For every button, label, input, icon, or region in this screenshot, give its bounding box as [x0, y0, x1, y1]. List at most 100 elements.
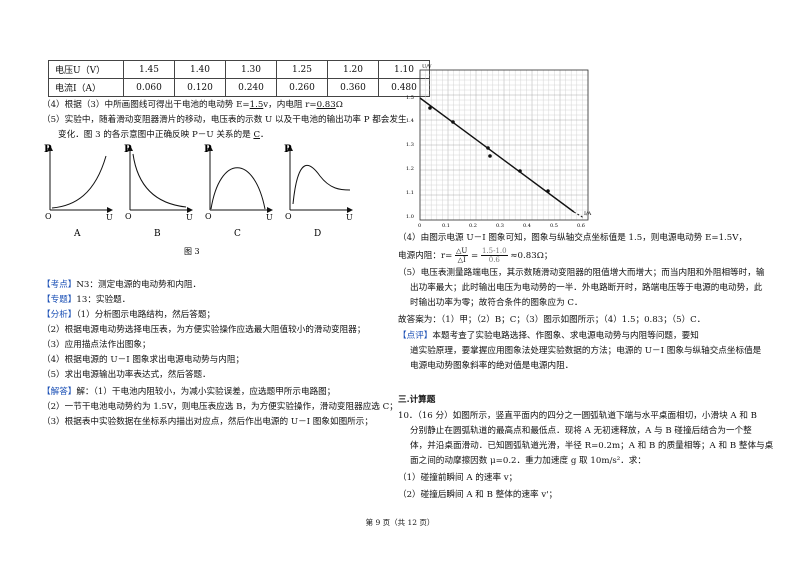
- fenxi-tag: 【分析】: [42, 310, 77, 320]
- x-tick: 0.1: [442, 223, 450, 229]
- section-heading: 三.计算题: [398, 395, 436, 405]
- right-q5-line: （5）电压表测量路端电压，其示数随滑动变阻器的阻值增大而增大；而当内阻和外阻相等…: [398, 268, 765, 278]
- graph-b: [127, 145, 193, 213]
- graph-frame: [419, 69, 589, 221]
- axis-label-u: U: [106, 213, 113, 222]
- axis-label-u: U: [346, 213, 353, 222]
- figure-caption: 图 3: [184, 247, 200, 256]
- data-table: 电压U（V） 1.45 1.40 1.30 1.25 1.20 1.10 电流I…: [48, 60, 430, 97]
- graph-a: [47, 145, 113, 213]
- origin-label: O: [45, 212, 52, 221]
- graph-d: [287, 145, 353, 213]
- solution-line: （2）一节干电池电动势约为 1.5V，则电压表应选 B，为方便实验操作，滑动变阻…: [42, 402, 398, 412]
- text: 变化．图 3 的各示意图中正确反映 P－U 关系的是: [58, 130, 251, 140]
- axis-label-u: U: [266, 213, 273, 222]
- table-cell: 1.40: [174, 60, 226, 79]
- text: ．: [260, 130, 269, 140]
- table-row: 电流I（A） 0.060 0.120 0.240 0.260 0.360 0.4…: [48, 78, 430, 97]
- fit-line-extension: [573, 211, 585, 219]
- y-tick: 1.4: [406, 118, 414, 124]
- data-point: [428, 106, 432, 110]
- ui-graph: U/V I/A 1.5 1.4 1.3 1.2 1.1 1.0 0 0.1 0.…: [406, 64, 592, 229]
- solution-line: （3）根据表中实验数据在坐标系内描出对应点，然后作出电源的 U－I 图象如图所示…: [42, 417, 373, 427]
- answer-summary: 故答案为：（1）甲；（2）B；C；（3）图示如图所示；（4）1.5；0.83；（…: [398, 315, 706, 325]
- data-point: [518, 169, 522, 173]
- text: v，内电阻 r=: [263, 100, 317, 110]
- axis-label-p: P: [124, 144, 132, 155]
- graph-label-a: A: [73, 229, 81, 239]
- fenxi-line: 【分析】（1）分析图示电路结构，然后答题；: [42, 310, 215, 321]
- table-cell: 0.120: [174, 78, 226, 97]
- table-cell: 0.260: [276, 78, 328, 97]
- axis-label-p: P: [204, 144, 212, 155]
- page-footer: 第 9 页（共 12 页）: [365, 518, 435, 527]
- fraction: 1.5-1.0 0.6: [480, 247, 508, 264]
- graph-label-b: B: [154, 229, 161, 239]
- data-point: [451, 120, 455, 124]
- y-tick: 1.0: [406, 214, 414, 220]
- question-10-line: 10．（16 分）如图所示，竖直平面内的四分之一圆弧轨道下端与水平桌面相切，小滑…: [398, 411, 757, 421]
- jieda-line: 【解答】解：（1）干电池内阻较小，为减小实验误差，应选题甲所示电路图；: [42, 387, 335, 398]
- table-cell: 1.25: [276, 60, 328, 79]
- zhuanti-line: 【专题】13：实验题．: [42, 295, 130, 306]
- zhuanti-tag: 【专题】: [42, 295, 77, 305]
- origin-label: O: [125, 212, 132, 221]
- fraction-denominator: △I: [457, 256, 466, 264]
- x-tick: 0.2: [469, 223, 477, 229]
- graph-label-c: C: [234, 229, 241, 239]
- question-5-line-2: 变化．图 3 的各示意图中正确反映 P－U 关系的是 C．: [58, 130, 269, 141]
- y-tick: 1.3: [406, 142, 414, 148]
- analysis-line: （3）应用描点法作出图象；: [42, 340, 151, 350]
- fraction: △U △I: [455, 247, 469, 264]
- text: 解：（1）干电池内阻较小，为减小实验误差，应选题甲所示电路图；: [76, 387, 336, 397]
- text: （4）根据（3）中所画图线可得出干电池的电动势 E=: [42, 100, 250, 110]
- x-tick: 0: [418, 223, 421, 229]
- fraction-denominator: 0.6: [488, 256, 500, 264]
- question-10-line: 面之间的动摩擦因数 μ=0.2．重力加速度 g 取 10m/s²．求：: [410, 456, 646, 466]
- answer-resistance: 0.83: [316, 100, 336, 110]
- y-tick: 1.2: [406, 166, 414, 172]
- question-10-line: 分别静止在圆弧轨道的最高点和最低点．现将 A 无初速释放，A 与 B 碰撞后结合…: [410, 426, 752, 436]
- text: Ω: [335, 100, 343, 110]
- x-tick: 0.5: [550, 223, 558, 229]
- text: =: [471, 251, 479, 261]
- y-tick: 1.5: [406, 95, 414, 101]
- data-point: [546, 189, 550, 193]
- table-cell: 电流I（A）: [48, 78, 124, 97]
- analysis-line: （5）求出电源输出功率表达式，然后答题．: [42, 370, 211, 380]
- text: 13：实验题．: [76, 295, 131, 305]
- jieda-tag: 【解答】: [42, 387, 77, 397]
- comment-line: 道实验原理，要掌握应用图象法处理实验数据的方法；电源的 U－I 图象与纵轴交点坐…: [410, 346, 762, 356]
- dianping-tag: 【点评】: [398, 331, 433, 341]
- table-cell: 1.30: [225, 60, 277, 79]
- x-tick: 0.4: [523, 223, 531, 229]
- graph-c: [207, 145, 273, 213]
- kaodian-line: 【考点】N3：测定电源的电动势和内阻．: [42, 280, 201, 291]
- origin-label: O: [285, 212, 292, 221]
- graph-grid: [419, 69, 589, 221]
- text: （1）分析图示电路结构，然后答题；: [76, 310, 216, 320]
- fraction-numerator: 1.5-1.0: [480, 247, 508, 256]
- x-axis-unit: I/A: [584, 211, 592, 217]
- table-cell: 0.480: [378, 78, 430, 97]
- data-point: [486, 146, 490, 150]
- table-row: 电压U（V） 1.45 1.40 1.30 1.25 1.20 1.10: [48, 60, 430, 79]
- x-tick: 0.6: [577, 223, 585, 229]
- question-4-line: （4）根据（3）中所画图线可得出干电池的电动势 E=1.5v，内电阻 r=0.8…: [42, 100, 343, 111]
- text: N3：测定电源的电动势和内阻．: [76, 280, 202, 290]
- question-10-subquestion: （2）碰撞后瞬间 A 和 B 整体的速率 v'；: [398, 490, 558, 500]
- table-cell: 0.240: [225, 78, 277, 97]
- data-point: [488, 154, 492, 158]
- table-cell: 0.060: [123, 78, 175, 97]
- fit-line: [419, 97, 575, 213]
- fraction-numerator: △U: [455, 247, 469, 256]
- answer-emf: 1.5: [249, 100, 264, 110]
- dianping-line: 【点评】本题考查了实验电路选择、作图象、求电源电动势与内阻等问题，要知: [398, 331, 699, 342]
- kaodian-tag: 【考点】: [42, 280, 77, 290]
- question-10-line: 体，并沿桌面滑动．已知圆弧轨道光滑，半径 R=0.2m；A 和 B 的质量相等；…: [410, 441, 774, 451]
- table-cell: 0.360: [327, 78, 379, 97]
- y-axis-unit: U/V: [422, 64, 432, 70]
- comment-line: 电源电动势图象斜率的绝对值是电源内阻．: [410, 361, 574, 371]
- question-5-line: （5）实验中，随着滑动变阻器滑片的移动，电压表的示数 U 以及干电池的输出功率 …: [42, 115, 407, 125]
